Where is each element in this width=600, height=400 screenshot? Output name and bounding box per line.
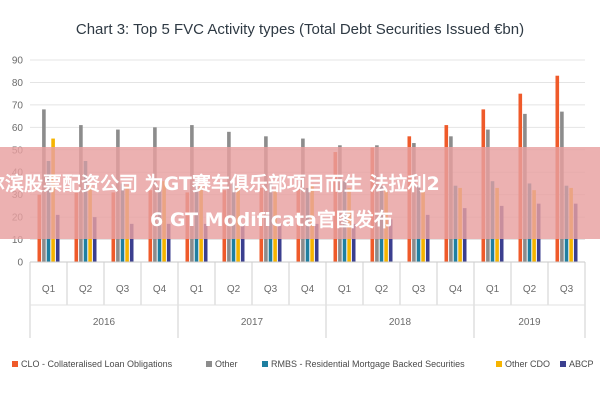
x-tick-label: Q2	[375, 284, 389, 295]
overlay-banner[interactable]: 尔滨股票配资公司 为GT赛车俱乐部项目而生 法拉利2 6 GT Modifica…	[0, 147, 600, 239]
y-tick-label: 60	[12, 123, 24, 134]
x-tick-label: Q1	[338, 284, 352, 295]
x-tick-label: Q1	[42, 284, 56, 295]
legend-swatch	[496, 361, 502, 367]
y-tick-label: 70	[12, 100, 24, 111]
legend-swatch	[12, 361, 18, 367]
banner-text-line-2: 6 GT Modificata官图发布	[150, 209, 393, 231]
bar	[388, 219, 393, 262]
legend: CLO - Collateralised Loan Obligations Oth…	[12, 359, 594, 369]
x-tick-label: Q3	[412, 284, 426, 295]
y-tick-label: 80	[12, 78, 24, 89]
y-tick-label: 10	[12, 235, 24, 246]
y-tick-label: 0	[17, 258, 23, 269]
bar	[277, 223, 282, 262]
bar	[166, 223, 171, 262]
legend-label: RMBS - Residential Mortgage Backed Secur…	[271, 359, 465, 369]
x-tick-label: Q2	[227, 284, 241, 295]
x-axis: Q1 Q2 Q3 Q4 Q1 Q2 Q3 Q4 Q1 Q2 Q3 Q4 Q1 Q2 Q3 2016 2017 20…	[29, 261, 586, 338]
x-group-label: 2019	[518, 317, 541, 328]
bar	[203, 223, 208, 262]
x-tick-label: Q4	[301, 284, 315, 295]
chart-title: Chart 3: Top 5 FVC Activity types (Total…	[76, 21, 524, 38]
bar	[240, 223, 245, 262]
legend-label: ABCP	[569, 359, 594, 369]
legend-label: CLO - Collateralised Loan Obligations	[21, 359, 173, 369]
bar	[314, 223, 319, 262]
legend-swatch	[262, 361, 268, 367]
x-tick-label: Q2	[523, 284, 537, 295]
banner-text-line-1: 尔滨股票配资公司 为GT赛车俱乐部项目而生 法拉利2	[0, 173, 440, 195]
x-tick-label: Q4	[449, 284, 463, 295]
legend-label: Other CDO	[505, 359, 550, 369]
legend-swatch	[206, 361, 212, 367]
x-tick-label: Q3	[116, 284, 130, 295]
x-tick-label: Q4	[153, 284, 167, 295]
bar	[351, 223, 356, 262]
x-group-label: 2017	[241, 317, 264, 328]
x-tick-label: Q1	[486, 284, 500, 295]
x-tick-label: Q3	[560, 284, 574, 295]
legend-label: Other	[215, 359, 238, 369]
x-group-label: 2016	[93, 317, 116, 328]
legend-swatch	[560, 361, 566, 367]
x-tick-label: Q1	[190, 284, 204, 295]
x-group-label: 2018	[389, 317, 412, 328]
x-tick-label: Q2	[79, 284, 93, 295]
x-tick-label: Q3	[264, 284, 278, 295]
bar	[92, 217, 97, 262]
y-tick-label: 90	[12, 56, 24, 67]
bar	[129, 223, 134, 262]
